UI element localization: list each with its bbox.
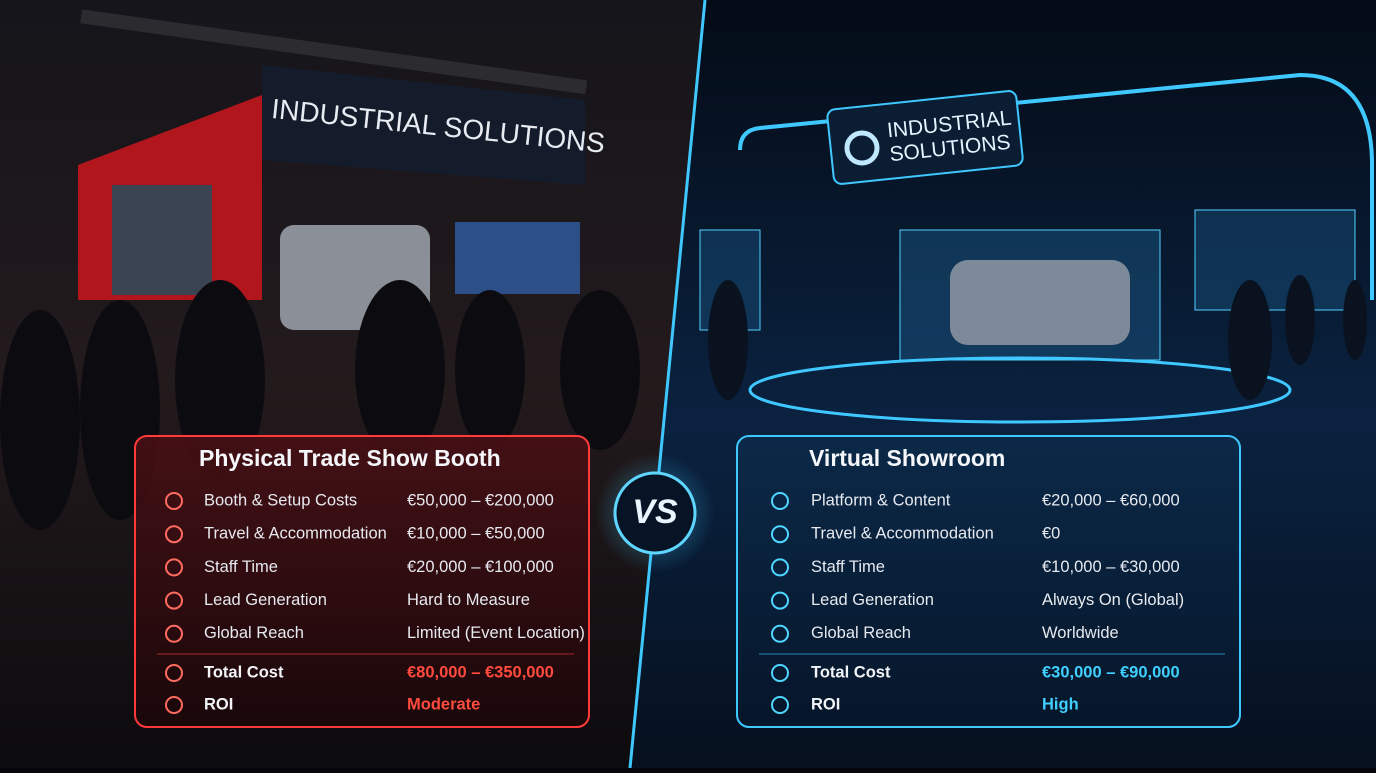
row-value: €0 bbox=[1042, 525, 1060, 543]
row-icon bbox=[165, 492, 183, 510]
booth-sign bbox=[262, 65, 585, 185]
row-label: Global Reach bbox=[811, 624, 911, 642]
row-icon bbox=[165, 696, 183, 714]
row-label: Staff Time bbox=[811, 558, 885, 576]
showroom-sign bbox=[826, 90, 1024, 185]
row-icon bbox=[165, 624, 183, 643]
row-icon bbox=[771, 591, 789, 610]
row-value: Worldwide bbox=[1042, 624, 1119, 642]
panel-title: Physical Trade Show Booth bbox=[199, 445, 501, 471]
row-label: Travel & Accommodation bbox=[811, 525, 994, 543]
row-icon bbox=[771, 664, 789, 682]
row-icon bbox=[771, 624, 789, 643]
comparison-panel: Virtual Showroom Platform & Content €20,00… bbox=[736, 435, 1241, 728]
platform-ring bbox=[748, 356, 1292, 424]
roi-value: Moderate bbox=[407, 695, 480, 713]
roi-value: High bbox=[1042, 695, 1079, 713]
panels: Physical Trade Show Booth Booth & Setup C… bbox=[134, 435, 1241, 728]
roi-label: ROI bbox=[811, 695, 840, 713]
row-icon bbox=[771, 492, 789, 510]
machine bbox=[950, 260, 1130, 345]
divider bbox=[628, 0, 707, 769]
row-icon bbox=[771, 558, 789, 577]
row-label: Booth & Setup Costs bbox=[204, 491, 357, 509]
vs-badge bbox=[613, 471, 697, 555]
row-value: €50,000 – €200,000 bbox=[407, 491, 554, 509]
row-icon bbox=[771, 696, 789, 714]
row-value: €10,000 – €50,000 bbox=[407, 525, 545, 543]
panel-box bbox=[134, 435, 590, 728]
total-label: Total Cost bbox=[204, 663, 284, 681]
row-label: Staff Time bbox=[204, 558, 278, 576]
row-label: Global Reach bbox=[204, 624, 304, 642]
row-value: Always On (Global) bbox=[1042, 591, 1184, 609]
visitors bbox=[708, 275, 1367, 400]
row-label: Platform & Content bbox=[811, 491, 951, 509]
gear-icon bbox=[844, 130, 880, 166]
total-label: Total Cost bbox=[811, 663, 891, 681]
row-icon bbox=[165, 558, 183, 577]
row-value: €20,000 – €60,000 bbox=[1042, 491, 1180, 509]
row-icon bbox=[165, 664, 183, 682]
row-label: Lead Generation bbox=[204, 591, 327, 609]
row-icon bbox=[771, 525, 789, 544]
row-value: Hard to Measure bbox=[407, 591, 530, 609]
comparison-panel: Physical Trade Show Booth Booth & Setup C… bbox=[134, 435, 590, 728]
roi-label: ROI bbox=[204, 695, 233, 713]
row-icon bbox=[165, 525, 183, 544]
row-value: €10,000 – €30,000 bbox=[1042, 558, 1180, 576]
total-value: €30,000 – €90,000 bbox=[1042, 663, 1180, 681]
panel-title: Virtual Showroom bbox=[809, 445, 1005, 471]
total-value: €80,000 – €350,000 bbox=[407, 663, 554, 681]
vs-text: VS bbox=[632, 493, 678, 531]
truss bbox=[80, 9, 588, 95]
row-label: Travel & Accommodation bbox=[204, 525, 387, 543]
row-icon bbox=[165, 591, 183, 610]
row-label: Lead Generation bbox=[811, 591, 934, 609]
booth-screen bbox=[455, 222, 580, 294]
booth-screen bbox=[112, 185, 212, 295]
showroom-frame bbox=[738, 72, 1374, 300]
row-value: €20,000 – €100,000 bbox=[407, 558, 554, 576]
row-value: Limited (Event Location) bbox=[407, 624, 585, 642]
panel-box bbox=[736, 435, 1241, 728]
hologram-panel bbox=[1194, 209, 1356, 311]
